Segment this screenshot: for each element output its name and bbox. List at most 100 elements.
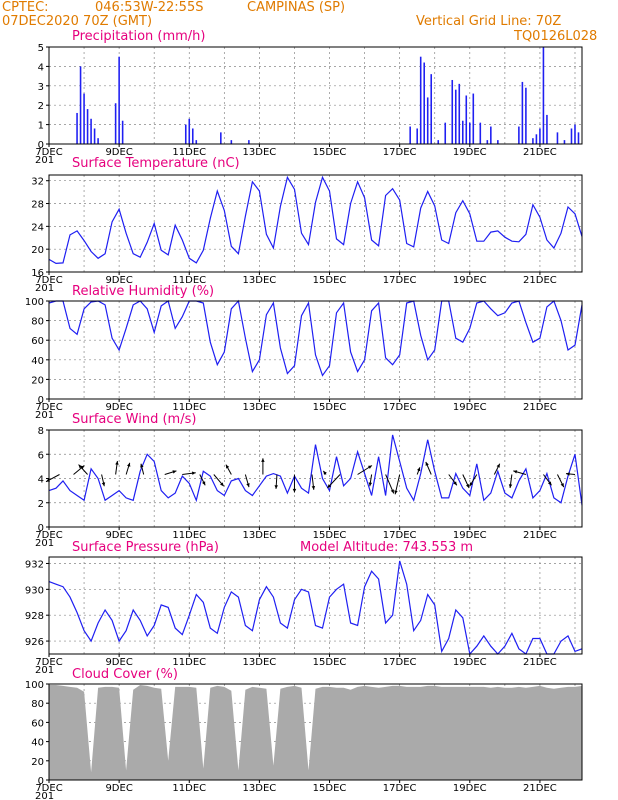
temp-xtick: 15DEC bbox=[313, 275, 347, 286]
precip-bar bbox=[454, 89, 457, 144]
temp-ytick: 28 bbox=[31, 200, 44, 211]
precip-bar bbox=[518, 126, 520, 144]
precip-xtick: 11DEC bbox=[172, 147, 206, 158]
rh-xtick: 19DEC bbox=[453, 402, 487, 413]
wind-arrowhead bbox=[368, 482, 373, 487]
precip-bar bbox=[93, 128, 96, 144]
pres-xtick-cut: 201 bbox=[35, 665, 54, 676]
wind-arrowhead bbox=[115, 461, 119, 465]
pres-ytick: 926 bbox=[25, 637, 44, 648]
precip-bar bbox=[577, 132, 580, 144]
precip-bar bbox=[539, 128, 541, 144]
temp-line bbox=[48, 175, 583, 265]
wind-arrowhead bbox=[202, 481, 206, 486]
pres-xtick: 9DEC bbox=[105, 657, 132, 668]
wind-ytick: 4 bbox=[38, 475, 44, 486]
cloud-ytick: 60 bbox=[31, 718, 44, 729]
precip-bar bbox=[521, 81, 524, 144]
precip-bar bbox=[114, 103, 117, 144]
rh-frame bbox=[48, 300, 583, 400]
precip-bar bbox=[546, 114, 548, 144]
header-model: TQ0126L028 bbox=[514, 29, 598, 44]
wind-arrowhead bbox=[394, 490, 398, 495]
pres-xtick: 21DEC bbox=[523, 657, 557, 668]
precip-bar bbox=[430, 74, 433, 144]
precip-xtick: 13DEC bbox=[243, 147, 277, 158]
precip-bar bbox=[465, 95, 468, 144]
precip-bar bbox=[121, 120, 124, 144]
temp-ytick: 32 bbox=[31, 177, 44, 188]
cloud-xtick-cut: 201 bbox=[35, 791, 54, 800]
wind-arrowhead bbox=[560, 483, 564, 488]
temp-xtick: 19DEC bbox=[453, 275, 487, 286]
precip-ytick: 1 bbox=[38, 121, 44, 132]
header-grid-note: Vertical Grid Line: 70Z bbox=[416, 14, 562, 29]
wind-arrowhead bbox=[191, 471, 196, 475]
precip-bar bbox=[525, 87, 527, 144]
precip-bar bbox=[469, 122, 471, 144]
wind-xtick-cut: 201 bbox=[35, 538, 54, 549]
wind-arrowhead bbox=[220, 482, 224, 487]
wind-arrowhead bbox=[140, 463, 144, 468]
temp-xtick: 11DEC bbox=[172, 275, 206, 286]
temp-xtick: 13DEC bbox=[243, 275, 277, 286]
header-source: CPTEC: bbox=[2, 0, 49, 15]
pres-ytick: 930 bbox=[25, 585, 44, 596]
temp-title: Surface Temperature (nC) bbox=[72, 156, 240, 171]
precip-bar bbox=[409, 126, 411, 144]
precip-frame bbox=[48, 46, 583, 145]
rh-ytick: 80 bbox=[31, 317, 44, 328]
precip-bar bbox=[230, 140, 233, 144]
precip-bar bbox=[570, 128, 573, 144]
rh-ytick: 40 bbox=[31, 356, 44, 367]
precip-bar bbox=[542, 47, 545, 144]
wind-xtick: 7DEC bbox=[35, 530, 62, 541]
precip-bar bbox=[451, 79, 454, 144]
pres-xtick: 11DEC bbox=[172, 657, 206, 668]
wind-arrowhead bbox=[292, 488, 297, 493]
rh-title: Relative Humidity (%) bbox=[72, 284, 215, 299]
precip-bar bbox=[97, 138, 99, 144]
temp-xtick: 7DEC bbox=[35, 275, 62, 286]
precip-bar bbox=[486, 140, 489, 144]
temp-xtick: 9DEC bbox=[105, 275, 132, 286]
rh-xtick: 21DEC bbox=[523, 402, 557, 413]
wind-arrowhead bbox=[127, 462, 131, 467]
wind-arrowhead bbox=[469, 482, 473, 487]
wind-arrowhead bbox=[172, 470, 177, 474]
cloud-ytick: 100 bbox=[25, 680, 44, 691]
precip-bar bbox=[86, 109, 89, 144]
rh-xtick: 7DEC bbox=[35, 402, 62, 413]
wind-ytick: 2 bbox=[38, 499, 44, 510]
wind-arrowhead bbox=[465, 484, 470, 488]
precip-bar bbox=[248, 140, 250, 144]
wind-arrowhead bbox=[323, 470, 327, 475]
pres-line bbox=[48, 560, 583, 656]
precip-bar bbox=[444, 122, 447, 144]
wind-arrowhead bbox=[274, 485, 278, 489]
cloud-xtick: 17DEC bbox=[383, 783, 417, 794]
wind-arrowhead bbox=[565, 472, 570, 476]
cloud-xtick: 9DEC bbox=[105, 783, 132, 794]
wind-arrowhead bbox=[513, 470, 518, 474]
pres-xtick: 15DEC bbox=[313, 657, 347, 668]
wind-title: Surface Wind (m/s) bbox=[72, 412, 197, 427]
wind-arrowhead bbox=[416, 467, 421, 472]
cloud-xtick: 19DEC bbox=[453, 783, 487, 794]
wind-arrowhead bbox=[261, 458, 265, 462]
wind-xtick: 17DEC bbox=[383, 530, 417, 541]
pres-xtick: 7DEC bbox=[35, 657, 62, 668]
wind-arrowhead bbox=[225, 464, 230, 469]
wind-arrowhead bbox=[453, 481, 457, 486]
wind-xtick: 19DEC bbox=[453, 530, 487, 541]
cloud-title: Cloud Cover (%) bbox=[72, 667, 178, 682]
precip-bar bbox=[458, 83, 461, 144]
wind-line bbox=[48, 434, 583, 506]
precip-bar bbox=[83, 93, 85, 144]
precip-bar bbox=[497, 140, 499, 144]
precip-bar bbox=[76, 112, 78, 144]
cloud-ytick: 0 bbox=[38, 776, 44, 787]
precip-title: Precipitation (mm/h) bbox=[72, 29, 206, 44]
rh-xtick: 17DEC bbox=[383, 402, 417, 413]
